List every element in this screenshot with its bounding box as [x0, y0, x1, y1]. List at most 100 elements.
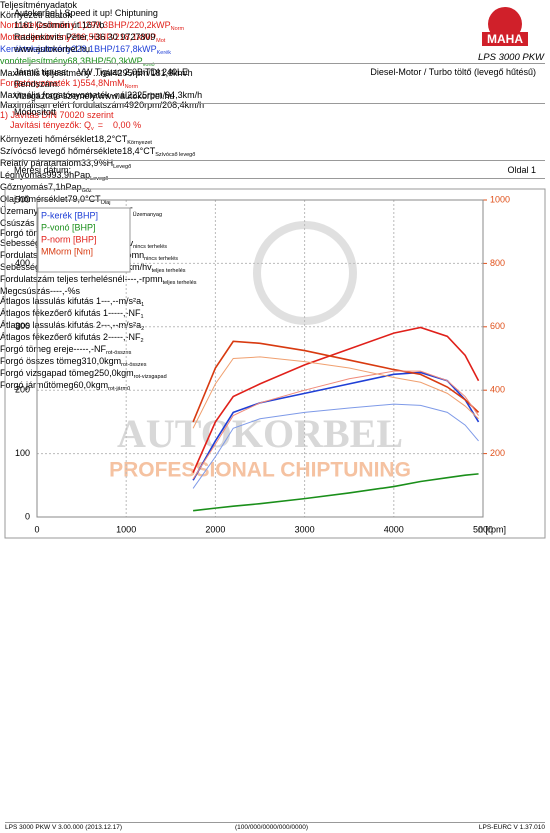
cell-label: Légnyomás: [0, 170, 47, 180]
cell-u1: BHP: [85, 56, 104, 66]
y-tick-label: 400: [15, 258, 30, 268]
series-line: [192, 403, 479, 489]
symbol: PMot: [150, 32, 165, 44]
symbol: nnincs terhelés: [139, 250, 179, 262]
symbol-sub: 2: [140, 338, 144, 344]
symbol-main: a: [136, 296, 142, 306]
table-row: Maximális forgatónyomaték -nál2225rpm/94…: [0, 90, 265, 100]
cell-sep: /: [162, 90, 166, 100]
symbol: vteljes terhelés: [147, 262, 185, 274]
footer-center: (100/000/0000/000/0000): [235, 824, 309, 831]
cell-sep: /: [103, 56, 107, 66]
symbol-main: P: [150, 32, 157, 42]
cell-v2: 181,8: [150, 68, 174, 78]
cell-u1: °C: [85, 194, 96, 204]
series-line: [192, 356, 479, 429]
cell-label: Átlagos lassulás kifutás 1: [0, 296, 102, 306]
symbol-sub: Gőz: [81, 188, 92, 194]
cell-u1: %: [98, 158, 107, 168]
cell-u1: m/s²: [118, 296, 137, 306]
cell-u2: kW: [123, 56, 137, 66]
cell-label: Gőznyomás: [0, 182, 49, 192]
table-row: Átlagos fékezőerő kifutás 2-----,-NF2: [0, 332, 265, 344]
series-line: [192, 371, 480, 481]
footer-left: LPS 3000 PKW V 3.00.000 (2013.12.17): [5, 824, 123, 831]
cell-sep: /: [159, 100, 163, 110]
cell-v1: 79,0: [67, 194, 86, 204]
rule: [5, 160, 545, 161]
symbol-main: F: [135, 308, 141, 318]
cell-sep: /: [126, 20, 130, 30]
symbol: Frot-összes: [101, 344, 132, 356]
symbol-main: m: [126, 368, 134, 378]
symbol: mrot-összes: [114, 356, 147, 368]
x-tick-label: 2000: [205, 524, 225, 534]
cell-v2: 220,2: [129, 20, 152, 30]
symbol: MNorm: [117, 78, 139, 90]
cell-u1: hPa: [69, 170, 86, 180]
cell-u1: BHP: [108, 20, 127, 30]
cell-label: Maximálisan elért fordulatszám: [0, 100, 125, 110]
cell-u1: N: [94, 344, 101, 354]
cell-v1: ---,--: [101, 296, 119, 306]
y-tick-label: 500: [15, 194, 30, 204]
y2-tick-label: 1000: [490, 194, 510, 204]
header-line: Autokorbel | Speed it up! Chiptuning: [14, 8, 158, 18]
table-row: Keréktelejsítmény228,1BHP/167,8kWPKerék: [0, 44, 265, 56]
logo-text: MAHA: [487, 32, 523, 46]
cell-v1: 4920: [124, 100, 145, 110]
note: Módosított: [14, 107, 57, 117]
symbol-main: v: [147, 262, 152, 272]
symbol-sub: Üzemanyag: [132, 212, 163, 218]
cell-u1: N: [128, 332, 136, 342]
symbol: mrot-vizsgapad: [126, 368, 167, 380]
symbol-main: s: [75, 286, 81, 296]
cell-sep: /: [112, 32, 115, 42]
y2-tick-label: 600: [490, 321, 505, 331]
cell-sep: /: [148, 68, 151, 78]
legend-entry: P-norm [BHP]: [41, 234, 97, 244]
cell-u1: km/h: [127, 262, 148, 272]
table-row: Forgó összes tömeg310,0kgmrot-összes: [0, 356, 265, 368]
cell-label: vonóteljesítmény: [0, 56, 68, 66]
table-row: Forgatónyomaték 1)554,8NmMNorm: [0, 78, 265, 90]
symbol-main: p: [85, 170, 91, 180]
series-line: [193, 473, 479, 512]
symbol: F1: [135, 308, 144, 320]
cell-label: Forgatónyomaték 1): [0, 78, 81, 88]
header-lines: Autokorbel | Speed it up! Chiptuning 1161…: [14, 7, 158, 55]
cell-u1: BHP: [93, 32, 113, 42]
cell-u1: hPa: [60, 182, 77, 192]
chart-frame: [4, 188, 546, 539]
cell-v1: 993,9: [46, 170, 70, 180]
table-row: Szívócső levegő hőmérséklete18,4°CTSzívó…: [0, 146, 265, 158]
table-row: Motorteljesítmény296,5BHP/218,1kWPMot: [0, 32, 265, 44]
symbol-sub: Szívócső levegő: [155, 152, 196, 158]
symbol-main: n: [139, 250, 145, 260]
symbol-sub: rot-összes: [121, 362, 147, 368]
cell-v1: 310,0: [81, 356, 105, 366]
section-title: Forgó tömeg: [0, 228, 52, 238]
symbol-sub: nincs terhelés: [144, 256, 179, 262]
series-line: [192, 326, 480, 473]
symbol-sub: Levegő: [113, 164, 132, 170]
vehicle-label: Jármű típusa:: [14, 67, 69, 77]
table-row: Maximális teljesítmény ...nál4295rpm/181…: [0, 68, 265, 78]
cell-u1: rpm: [132, 68, 149, 78]
cell-v2: 94,3: [165, 90, 183, 100]
symbol-main: P: [136, 56, 143, 66]
cell-label: Átlagos fékezőerő kifutás 2: [0, 332, 109, 342]
cell-label: Keréktelejsítmény: [0, 44, 72, 54]
symbol: pGőz: [77, 182, 92, 194]
symbol: nteljes terhelés: [158, 274, 197, 286]
cell-label: Forgó vizsgapad tömeg: [0, 368, 95, 378]
symbol: HLevegő: [107, 158, 132, 170]
symbol-sub: Norm: [124, 84, 139, 90]
cell-v1: 18,2: [94, 134, 112, 144]
header-line: 1161 Csömöri út 167/b: [14, 20, 105, 30]
symbol-sub: rot-összes: [106, 350, 132, 356]
cell-u2: km/h: [182, 90, 203, 100]
cell-v1: ----,-: [50, 286, 68, 296]
